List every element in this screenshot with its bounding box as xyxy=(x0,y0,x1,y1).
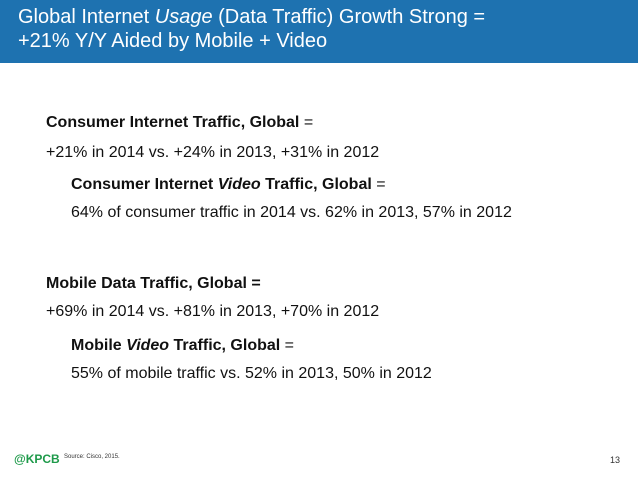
title-italic-usage: Usage xyxy=(154,6,213,28)
mobile-video-heading: Mobile Video Traffic, Global = xyxy=(71,337,295,354)
page-number: 13 xyxy=(609,455,620,465)
consumer-stat: +21% in 2014 vs. +24% in 2013, +31% in 2… xyxy=(46,144,380,161)
mobile-heading: Mobile Data Traffic, Global = xyxy=(46,275,261,292)
consumer-heading: Consumer Internet Traffic, Global = xyxy=(46,114,314,131)
consumer-video-heading: Consumer Internet Video Traffic, Global … xyxy=(71,176,386,193)
mobile-video-stat: 55% of mobile traffic vs. 52% in 2013, 5… xyxy=(71,365,432,382)
consumer-video-stat: 64% of consumer traffic in 2014 vs. 62% … xyxy=(71,204,512,221)
source-note: Source: Cisco, 2015. xyxy=(64,454,120,460)
slide-header: Global Internet Usage (Data Traffic) Gro… xyxy=(0,0,638,63)
title-line-2: +21% Y/Y Aided by Mobile + Video xyxy=(18,30,328,52)
slide-title: Global Internet Usage (Data Traffic) Gro… xyxy=(18,5,618,53)
title-line-1: Global Internet Usage (Data Traffic) Gro… xyxy=(18,6,486,28)
kpcb-logo: @KPCB xyxy=(14,452,60,466)
mobile-stat: +69% in 2014 vs. +81% in 2013, +70% in 2… xyxy=(46,303,380,320)
